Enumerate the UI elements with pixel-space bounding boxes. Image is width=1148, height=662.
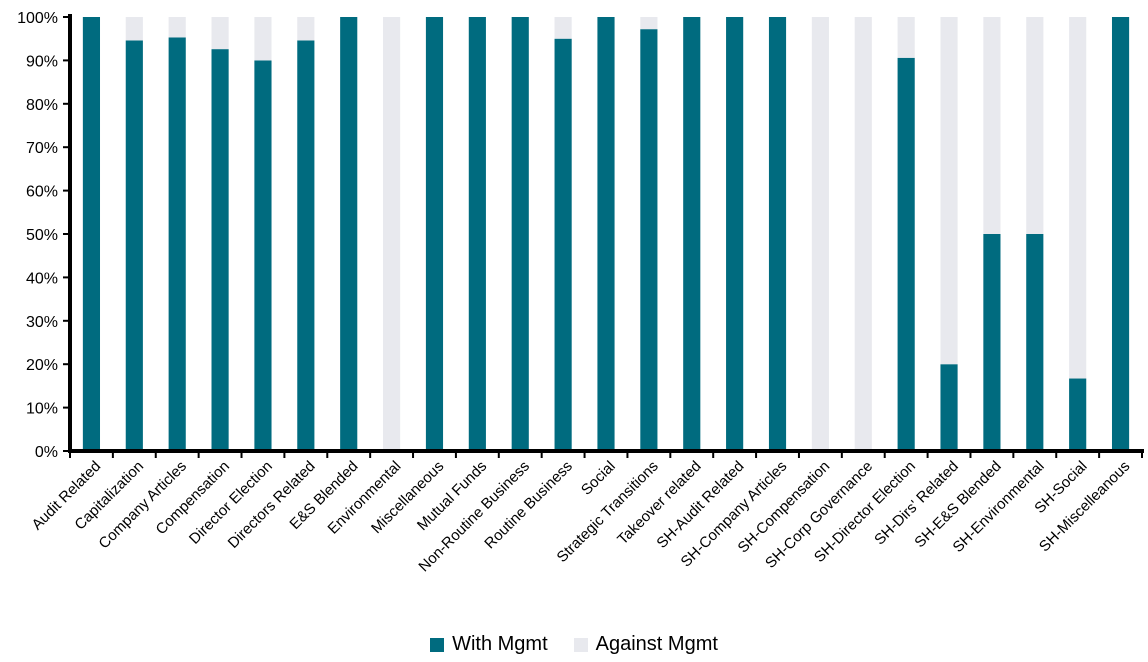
y-tick-label: 20% (26, 357, 58, 374)
bar-with-mgmt (640, 29, 658, 452)
y-tick-label: 40% (26, 270, 58, 287)
bar-against-mgmt (1069, 17, 1087, 379)
bar-with-mgmt (511, 17, 529, 451)
bar-against-mgmt (125, 17, 143, 41)
legend-item-with-mgmt: With Mgmt (430, 633, 548, 656)
bar-against-mgmt (940, 17, 958, 365)
bar-against-mgmt (854, 17, 872, 451)
y-tick-label: 60% (26, 184, 58, 201)
bar-with-mgmt (983, 234, 1001, 451)
bar-with-mgmt (211, 49, 229, 452)
legend-label-with-mgmt: With Mgmt (452, 633, 548, 655)
bar-against-mgmt (897, 17, 915, 58)
bar-with-mgmt (425, 17, 444, 451)
legend: With Mgmt Against Mgmt (0, 633, 1148, 656)
bar-with-mgmt (254, 60, 272, 452)
y-tick-label: 30% (26, 314, 58, 331)
y-tick-label: 10% (26, 401, 58, 418)
bar-against-mgmt (983, 17, 1001, 234)
bar-with-mgmt (940, 364, 958, 451)
legend-label-against-mgmt: Against Mgmt (595, 633, 718, 655)
bar-against-mgmt (640, 17, 658, 30)
y-tick-label: 80% (26, 97, 58, 114)
bar-with-mgmt (125, 40, 143, 451)
bar-against-mgmt (1026, 17, 1044, 234)
bar-with-mgmt (468, 17, 486, 451)
y-tick-label: 90% (26, 53, 58, 70)
bar-against-mgmt (554, 17, 572, 39)
legend-item-against-mgmt: Against Mgmt (573, 633, 718, 656)
legend-swatch-with-mgmt (430, 637, 445, 652)
bar-with-mgmt (1026, 234, 1044, 451)
bar-with-mgmt (597, 17, 615, 451)
bar-against-mgmt (211, 17, 229, 50)
y-tick-label: 100% (17, 10, 58, 27)
bar-with-mgmt (340, 17, 358, 451)
y-tick-label: 70% (26, 140, 58, 157)
bar-with-mgmt (897, 57, 915, 452)
y-tick-label: 0% (35, 444, 58, 461)
bar-with-mgmt (1111, 17, 1130, 451)
bar-with-mgmt (82, 17, 101, 451)
x-category-label: Social (578, 458, 619, 499)
bar-against-mgmt (383, 17, 401, 451)
bar-with-mgmt (297, 40, 315, 451)
bar-against-mgmt (811, 17, 829, 451)
bar-against-mgmt (297, 17, 315, 41)
bar-with-mgmt (1069, 378, 1087, 451)
bar-with-mgmt (168, 37, 186, 452)
bar-with-mgmt (683, 17, 701, 451)
y-tick-label: 50% (26, 227, 58, 244)
bar-against-mgmt (254, 17, 272, 61)
chart-plot: 0%10%20%30%40%50%60%70%80%90%100%Audit R… (17, 10, 1144, 575)
bar-with-mgmt (554, 38, 572, 451)
bar-with-mgmt (768, 17, 787, 451)
bar-against-mgmt (168, 17, 186, 38)
bar-with-mgmt (726, 17, 744, 451)
legend-swatch-against-mgmt (573, 637, 588, 652)
